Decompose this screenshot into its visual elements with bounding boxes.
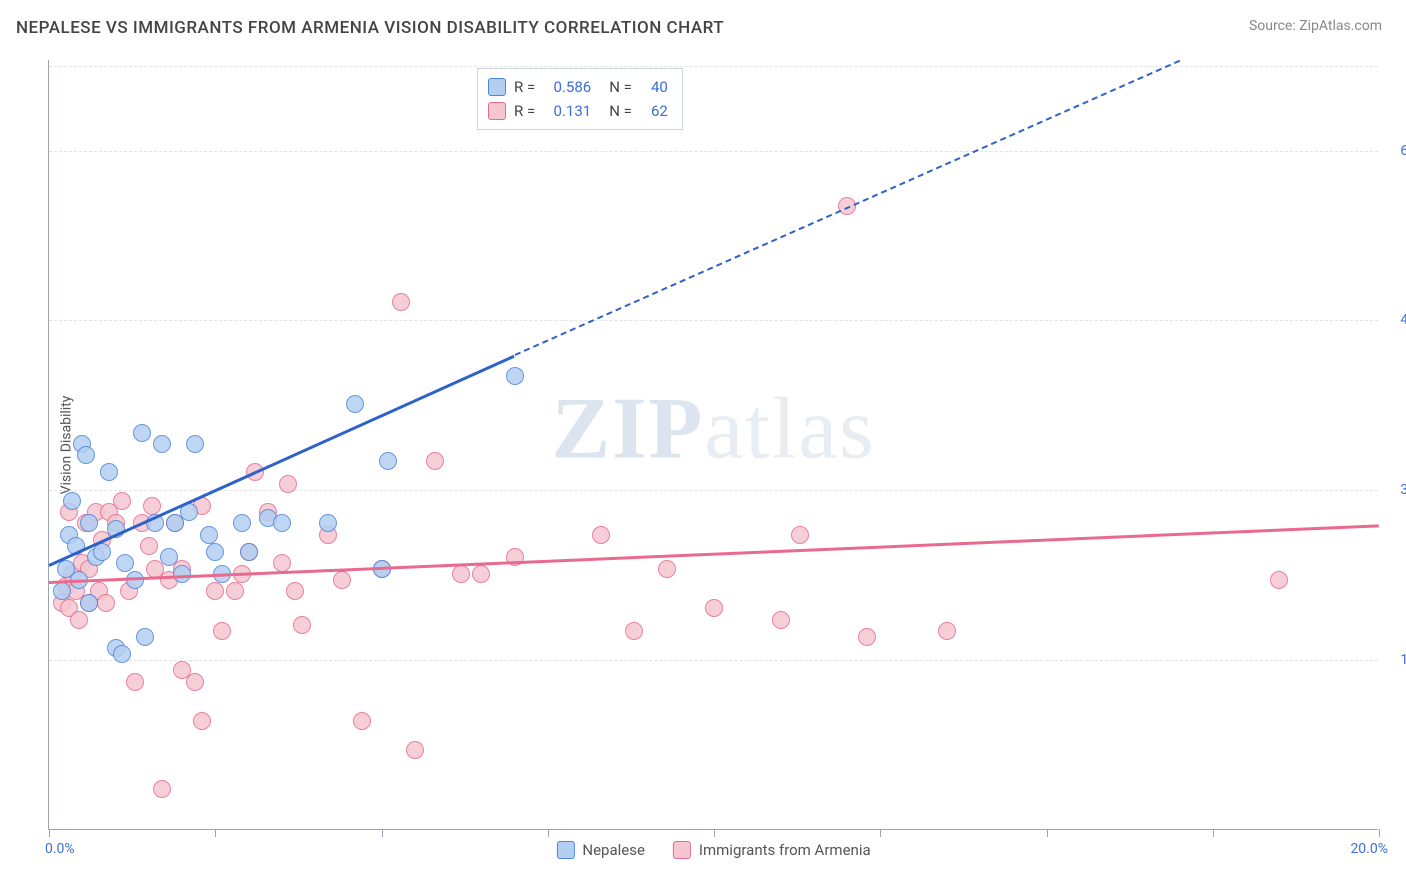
y-axis-label: Vision Disability: [58, 395, 74, 494]
data-point-nepalese: [346, 395, 364, 413]
data-point-nepalese: [113, 645, 131, 663]
swatch-nepalese: [488, 78, 506, 96]
trend-line-nepalese: [48, 355, 515, 567]
grid-line: [49, 66, 1378, 67]
legend-swatch-armenia: [673, 841, 691, 859]
data-point-armenia: [286, 582, 304, 600]
data-point-nepalese: [53, 582, 71, 600]
data-point-nepalese: [273, 514, 291, 532]
data-point-armenia: [791, 526, 809, 544]
data-point-armenia: [426, 452, 444, 470]
legend-item-nepalese: Nepalese: [556, 841, 645, 859]
x-tick: [880, 829, 881, 837]
data-point-nepalese: [233, 514, 251, 532]
data-point-armenia: [625, 622, 643, 640]
data-point-armenia: [406, 741, 424, 759]
legend-swatch-nepalese: [556, 841, 574, 859]
y-tick-label: 6.0%: [1400, 143, 1406, 159]
data-point-armenia: [143, 497, 161, 515]
legend-label-nepalese: Nepalese: [582, 841, 645, 859]
data-point-nepalese: [186, 435, 204, 453]
x-tick: [215, 829, 216, 837]
data-point-armenia: [153, 780, 171, 798]
data-point-armenia: [472, 565, 490, 583]
data-point-armenia: [126, 673, 144, 691]
data-point-nepalese: [379, 452, 397, 470]
data-point-armenia: [592, 526, 610, 544]
data-point-armenia: [273, 554, 291, 572]
legend: Nepalese Immigrants from Armenia: [556, 841, 870, 859]
stats-row-armenia: R = 0.131 N = 62: [488, 99, 668, 123]
grid-line: [49, 660, 1378, 661]
data-point-armenia: [293, 616, 311, 634]
data-point-armenia: [226, 582, 244, 600]
data-point-nepalese: [206, 543, 224, 561]
chart-plot-area: ZIPatlas Vision Disability R = 0.586 N =…: [48, 60, 1378, 830]
swatch-armenia: [488, 102, 506, 120]
data-point-armenia: [113, 492, 131, 510]
y-tick-label: 1.5%: [1400, 652, 1406, 668]
legend-item-armenia: Immigrants from Armenia: [673, 841, 871, 859]
x-tick: [49, 829, 50, 837]
data-point-nepalese: [160, 548, 178, 566]
data-point-armenia: [140, 537, 158, 555]
data-point-nepalese: [80, 514, 98, 532]
data-point-armenia: [452, 565, 470, 583]
x-tick: [1213, 829, 1214, 837]
data-point-armenia: [193, 712, 211, 730]
data-point-armenia: [186, 673, 204, 691]
grid-line: [49, 151, 1378, 152]
data-point-armenia: [333, 571, 351, 589]
data-point-nepalese: [77, 446, 95, 464]
data-point-armenia: [353, 712, 371, 730]
x-tick: [714, 829, 715, 837]
data-point-nepalese: [136, 628, 154, 646]
y-tick-label: 4.5%: [1400, 312, 1406, 328]
correlation-stats-box: R = 0.586 N = 40 R = 0.131 N = 62: [477, 68, 683, 130]
data-point-armenia: [97, 594, 115, 612]
data-point-armenia: [1270, 571, 1288, 589]
data-point-armenia: [705, 599, 723, 617]
x-axis-start-label: 0.0%: [45, 841, 75, 857]
data-point-nepalese: [133, 424, 151, 442]
data-point-nepalese: [63, 492, 81, 510]
data-point-armenia: [658, 560, 676, 578]
grid-line: [49, 320, 1378, 321]
x-tick: [1047, 829, 1048, 837]
data-point-armenia: [772, 611, 790, 629]
grid-line: [49, 490, 1378, 491]
legend-label-armenia: Immigrants from Armenia: [699, 841, 871, 859]
data-point-nepalese: [153, 435, 171, 453]
watermark: ZIPatlas: [552, 379, 876, 480]
data-point-armenia: [279, 475, 297, 493]
data-point-armenia: [392, 293, 410, 311]
y-tick-label: 3.0%: [1400, 482, 1406, 498]
source-attribution: Source: ZipAtlas.com: [1249, 18, 1382, 34]
x-tick: [382, 829, 383, 837]
data-point-nepalese: [506, 367, 524, 385]
data-point-armenia: [938, 622, 956, 640]
data-point-armenia: [858, 628, 876, 646]
data-point-armenia: [213, 622, 231, 640]
data-point-nepalese: [116, 554, 134, 572]
x-tick: [1379, 829, 1380, 837]
data-point-armenia: [70, 611, 88, 629]
data-point-nepalese: [80, 594, 98, 612]
x-tick: [548, 829, 549, 837]
x-axis-end-label: 20.0%: [1350, 841, 1388, 857]
stats-row-nepalese: R = 0.586 N = 40: [488, 75, 668, 99]
data-point-nepalese: [100, 463, 118, 481]
data-point-armenia: [206, 582, 224, 600]
data-point-nepalese: [200, 526, 218, 544]
data-point-nepalese: [319, 514, 337, 532]
chart-title: NEPALESE VS IMMIGRANTS FROM ARMENIA VISI…: [16, 18, 724, 38]
data-point-nepalese: [240, 543, 258, 561]
